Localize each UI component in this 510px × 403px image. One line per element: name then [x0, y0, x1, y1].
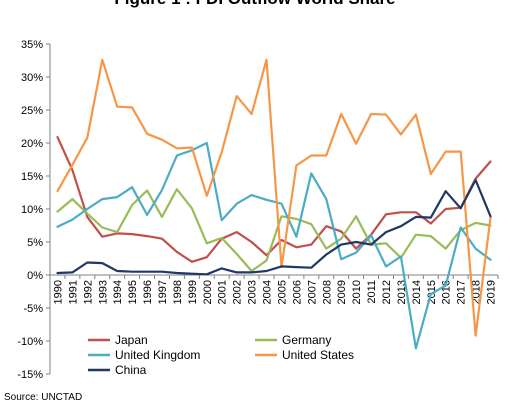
x-tick-label: 2009	[336, 280, 348, 304]
x-tick-label: 1999	[187, 280, 199, 304]
series-line-germany	[56, 188, 492, 273]
x-tick-label: 2000	[202, 280, 214, 304]
y-tick-label: 20%	[21, 138, 43, 150]
series-line-china	[56, 178, 492, 276]
y-tick-label: -5%	[23, 303, 43, 315]
y-tick-label: 25%	[21, 105, 43, 117]
series-line-united-kingdom	[56, 141, 492, 350]
x-tick-label: 2007	[306, 280, 318, 304]
source-note: Source: UNCTAD	[4, 392, 83, 403]
x-tick-label: 1992	[82, 280, 94, 304]
y-tick-label: 5%	[27, 237, 43, 249]
x-tick-label: 1997	[157, 280, 169, 304]
x-tick-label: 2011	[366, 280, 378, 304]
legend-label-united-kingdom: United Kingdom	[115, 348, 200, 362]
x-tick-label: 1994	[112, 280, 124, 304]
x-tick-label: 2005	[276, 280, 288, 304]
legend-label-japan: Japan	[115, 333, 148, 347]
y-tick-label: -10%	[17, 336, 43, 348]
legend-label-united-states: United States	[282, 348, 354, 362]
x-tick-label: 2014	[411, 280, 423, 304]
x-tick-label: 1998	[172, 280, 184, 304]
x-tick-label: 1995	[127, 280, 139, 304]
y-tick-label: 15%	[21, 171, 43, 183]
legend-label-germany: Germany	[282, 333, 331, 347]
y-tick-label: 10%	[21, 204, 43, 216]
x-tick-label: 2019	[486, 280, 498, 304]
y-tick-label: 35%	[21, 39, 43, 51]
y-tick-label: -15%	[17, 369, 43, 381]
x-tick-label: 1996	[142, 280, 154, 304]
legend-label-china: China	[115, 363, 147, 377]
x-tick-label: 2003	[247, 280, 259, 304]
series-line-japan	[56, 136, 492, 263]
x-tick-label: 2001	[217, 280, 229, 304]
x-tick-label: 1993	[97, 280, 109, 304]
x-tick-label: 2012	[381, 280, 393, 304]
x-tick-label: 2010	[351, 280, 363, 304]
x-tick-label: 2004	[262, 280, 274, 304]
y-tick-label: 30%	[21, 72, 43, 84]
y-tick-label: 0%	[27, 270, 43, 282]
x-tick-label: 2002	[232, 280, 244, 304]
x-tick-label: 2017	[456, 280, 468, 304]
chart-title: Figure 1 : FDI Outflow World Share	[0, 0, 510, 9]
x-tick-label: 2008	[321, 280, 333, 304]
x-tick-label: 1991	[67, 280, 79, 304]
x-tick-label: 1990	[52, 280, 64, 304]
series-line-united-states	[56, 58, 492, 337]
x-tick-label: 2006	[291, 280, 303, 304]
